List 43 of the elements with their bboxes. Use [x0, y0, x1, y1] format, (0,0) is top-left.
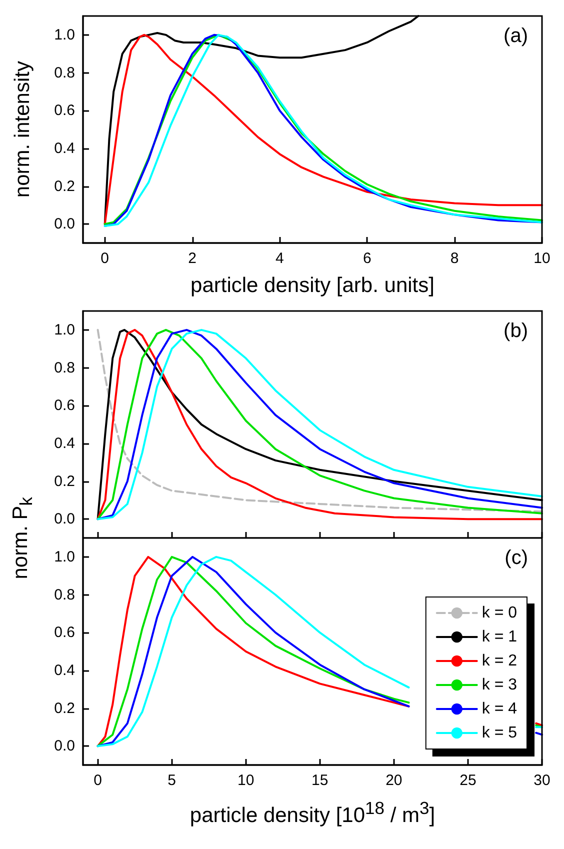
y-tick-label: 0.6: [54, 397, 75, 414]
legend-label: k = 5: [482, 724, 518, 742]
y-tick-label: 0.8: [54, 359, 75, 376]
y-tick-label: 1.0: [54, 548, 75, 566]
x-tick-label: 2: [188, 250, 196, 267]
legend-label: k = 1: [482, 628, 518, 646]
y-tick-label: 0.0: [54, 738, 75, 755]
x-tick-label: 10: [534, 250, 550, 267]
y-tick-label: 0.0: [54, 216, 75, 233]
annotation: (c): [504, 547, 528, 569]
y-axis-title: norm. intensity: [11, 61, 35, 198]
y-tick-label: 0.6: [54, 102, 75, 120]
x-axis-title: particle density [arb. units]: [190, 273, 436, 299]
x-tick-label: 10: [238, 772, 254, 789]
x-tick-label: 6: [362, 250, 372, 267]
y-tick-label: 0.4: [54, 140, 75, 157]
y-tick-label: 0.0: [54, 510, 75, 528]
x-tick-label: 5: [168, 772, 176, 789]
y-tick-label: 0.2: [54, 700, 75, 717]
legend-label: k = 0: [482, 604, 518, 622]
x-tick-label: 4: [276, 250, 284, 267]
x-tick-label: 30: [534, 772, 550, 789]
x-tick-label: 8: [450, 250, 459, 267]
x-axis-title: particle density [10$^{18}$ / m$^{3}$]: [188, 797, 436, 827]
x-tick-label: 0: [100, 250, 110, 267]
y-tick-label: 0.4: [54, 434, 75, 452]
legend-label: k = 4: [482, 700, 518, 718]
x-tick-label: 15: [312, 772, 328, 789]
x-tick-label: 25: [460, 772, 476, 789]
y-tick-label: 0.4: [54, 662, 75, 679]
legend-label: k = 3: [482, 676, 518, 694]
y-tick-label: 0.8: [54, 64, 75, 82]
y-tick-label: 1.0: [54, 26, 75, 44]
annotation: (a): [504, 25, 528, 47]
y-tick-label: 1.0: [54, 321, 75, 338]
y-tick-label: 0.2: [54, 178, 75, 195]
x-tick-label: 20: [386, 772, 402, 789]
annotation: (b): [504, 320, 528, 342]
legend-label: k = 2: [482, 652, 518, 670]
y-tick-label: 0.8: [54, 586, 75, 604]
x-tick-label: 0: [94, 772, 102, 789]
y-tick-label: 0.6: [54, 624, 75, 642]
y-tick-label: 0.2: [54, 472, 75, 490]
